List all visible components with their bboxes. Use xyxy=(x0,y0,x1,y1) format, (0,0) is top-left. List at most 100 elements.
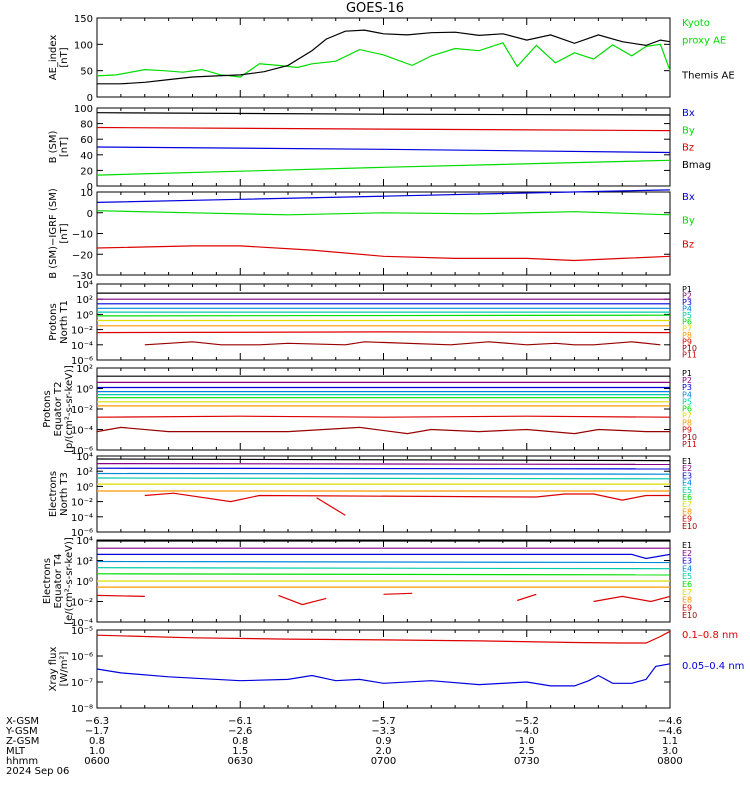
y-axis-label: B (SM)−IGRF (SM) xyxy=(48,188,59,279)
x-tick-label: −2.6 xyxy=(228,726,252,737)
legend-entry-bigrf: By xyxy=(682,216,695,227)
legend-entry-xray: 0.1–0.8 nm xyxy=(682,630,738,641)
x-tick-label: −4.6 xyxy=(658,726,682,737)
y-tick-label: 80 xyxy=(80,120,93,131)
legend-entry-p_t2: P1 xyxy=(682,369,692,378)
legend-entry-e_t4: E4 xyxy=(682,564,692,573)
y-tick-label: 10⁰ xyxy=(76,577,93,588)
y-tick-label: 10⁻⁴ xyxy=(71,618,93,629)
y-tick-label: 150 xyxy=(74,14,93,25)
series-line-e_t4 xyxy=(517,593,537,602)
series-line-bigrf xyxy=(96,245,671,262)
y-tick-label: 10⁴ xyxy=(76,452,93,463)
y-tick-label: 10⁻² xyxy=(71,405,93,416)
legend-entry-p_t2: P9 xyxy=(682,426,692,435)
series-line-bsm xyxy=(96,126,671,132)
y-axis-label: [nT] xyxy=(59,137,70,157)
series-line-bsm xyxy=(96,112,671,116)
series-line-p_t2 xyxy=(96,426,670,435)
x-tick-label: 0600 xyxy=(84,756,109,767)
x-tick-label: −4.0 xyxy=(515,726,539,737)
x-tick-label: 0.8 xyxy=(232,736,248,747)
panel-frame-p_t1 xyxy=(96,283,671,361)
series-line-e_t3 xyxy=(96,458,671,462)
series-line-ae xyxy=(96,42,671,78)
panel-frame-bigrf xyxy=(96,191,671,276)
y-tick-label: −20 xyxy=(72,250,93,261)
legend-entry-e_t4: E10 xyxy=(682,611,697,620)
legend-entry-e_t3: E6 xyxy=(682,493,692,502)
y-tick-label: 10⁻² xyxy=(71,598,93,609)
series-line-xray xyxy=(96,663,671,687)
series-line-e_t4 xyxy=(96,567,671,570)
x-row-label: MLT xyxy=(6,746,26,757)
x-tick-label: 0700 xyxy=(371,756,396,767)
panel-frame-p_t2 xyxy=(96,367,671,451)
y-tick-label: 40 xyxy=(80,151,93,162)
y-tick-label: 10⁴ xyxy=(76,536,93,547)
y-tick-label: 10² xyxy=(76,295,93,306)
y-tick-label: 100 xyxy=(74,104,93,115)
series-line-e_t4 xyxy=(97,553,671,560)
y-tick-label: 10⁻⁷ xyxy=(71,678,93,689)
y-axis-label: Protons xyxy=(42,390,53,427)
legend-entry-p_t2: P6 xyxy=(682,404,692,413)
y-tick-label: 10⁰ xyxy=(76,482,93,493)
legend-entry-bsm: By xyxy=(682,125,695,136)
legend-entry-e_t3: E4 xyxy=(682,479,692,488)
legend-entry-p_t1: P5 xyxy=(682,311,692,320)
legend-entry-bsm: Bmag xyxy=(682,160,711,171)
y-axis-label: Xray flux xyxy=(48,647,59,692)
series-line-e_t3 xyxy=(96,472,671,475)
legend-entry-e_t4: E3 xyxy=(682,557,692,566)
series-line-e_t4 xyxy=(593,595,671,603)
x-tick-label: −6.3 xyxy=(85,716,109,727)
y-tick-label: 10⁻² xyxy=(71,326,93,337)
legend-entry-ae: Kyoto xyxy=(682,18,710,29)
series-line-xray xyxy=(96,630,671,644)
legend-entry-p_t2: P11 xyxy=(682,440,697,449)
y-axis-label: [nT] xyxy=(59,223,70,243)
legend-entry-e_t4: E6 xyxy=(682,580,692,589)
x-tick-label: 1.1 xyxy=(662,736,678,747)
panel-frame-xray xyxy=(96,629,671,709)
x-tick-label: −3.3 xyxy=(371,726,395,737)
series-line-p_t2 xyxy=(96,415,671,418)
x-tick-label: −4.6 xyxy=(658,716,682,727)
y-axis-label: [nT] xyxy=(59,47,70,67)
y-tick-label: 10⁻⁶ xyxy=(71,446,93,457)
series-line-ae xyxy=(97,29,671,85)
x-tick-label: 0630 xyxy=(228,756,253,767)
panel-frame-bsm xyxy=(96,107,671,187)
legend-entry-p_t1: P4 xyxy=(682,305,692,314)
y-axis-label: Electrons xyxy=(42,558,53,604)
series-line-e_t3 xyxy=(96,463,671,465)
series-line-bsm xyxy=(96,146,671,154)
legend-entry-e_t4: E5 xyxy=(682,572,692,581)
x-tick-label: −1.7 xyxy=(85,726,109,737)
x-tick-label: 0730 xyxy=(514,756,539,767)
legend-entry-p_t1: P1 xyxy=(682,285,692,294)
legend-entry-p_t2: P5 xyxy=(682,397,692,406)
x-row-label: Z-GSM xyxy=(6,736,39,747)
legend-entry-p_t1: P10 xyxy=(682,344,697,353)
legend-entry-p_t1: P2 xyxy=(682,292,692,301)
y-axis-label: North T1 xyxy=(59,300,70,344)
x-tick-label: 1.0 xyxy=(89,746,105,757)
x-tick-label: 0.9 xyxy=(376,736,392,747)
x-tick-label: −5.7 xyxy=(371,716,395,727)
legend-entry-p_t1: P7 xyxy=(682,324,692,333)
y-tick-label: 10⁻⁶ xyxy=(71,652,93,663)
legend-entry-bsm: Bx xyxy=(682,108,695,119)
legend-entry-p_t2: P4 xyxy=(682,390,692,399)
legend-entry-e_t4: E2 xyxy=(682,549,692,558)
y-tick-label: 0 xyxy=(87,93,93,104)
series-line-e_t4 xyxy=(96,594,145,597)
y-tick-label: 60 xyxy=(80,135,93,146)
y-tick-label: 50 xyxy=(80,67,93,78)
series-line-bigrf xyxy=(96,210,671,216)
y-tick-label: 10² xyxy=(76,557,93,568)
x-tick-label: 0800 xyxy=(657,756,682,767)
y-tick-label: 10⁰ xyxy=(76,310,93,321)
